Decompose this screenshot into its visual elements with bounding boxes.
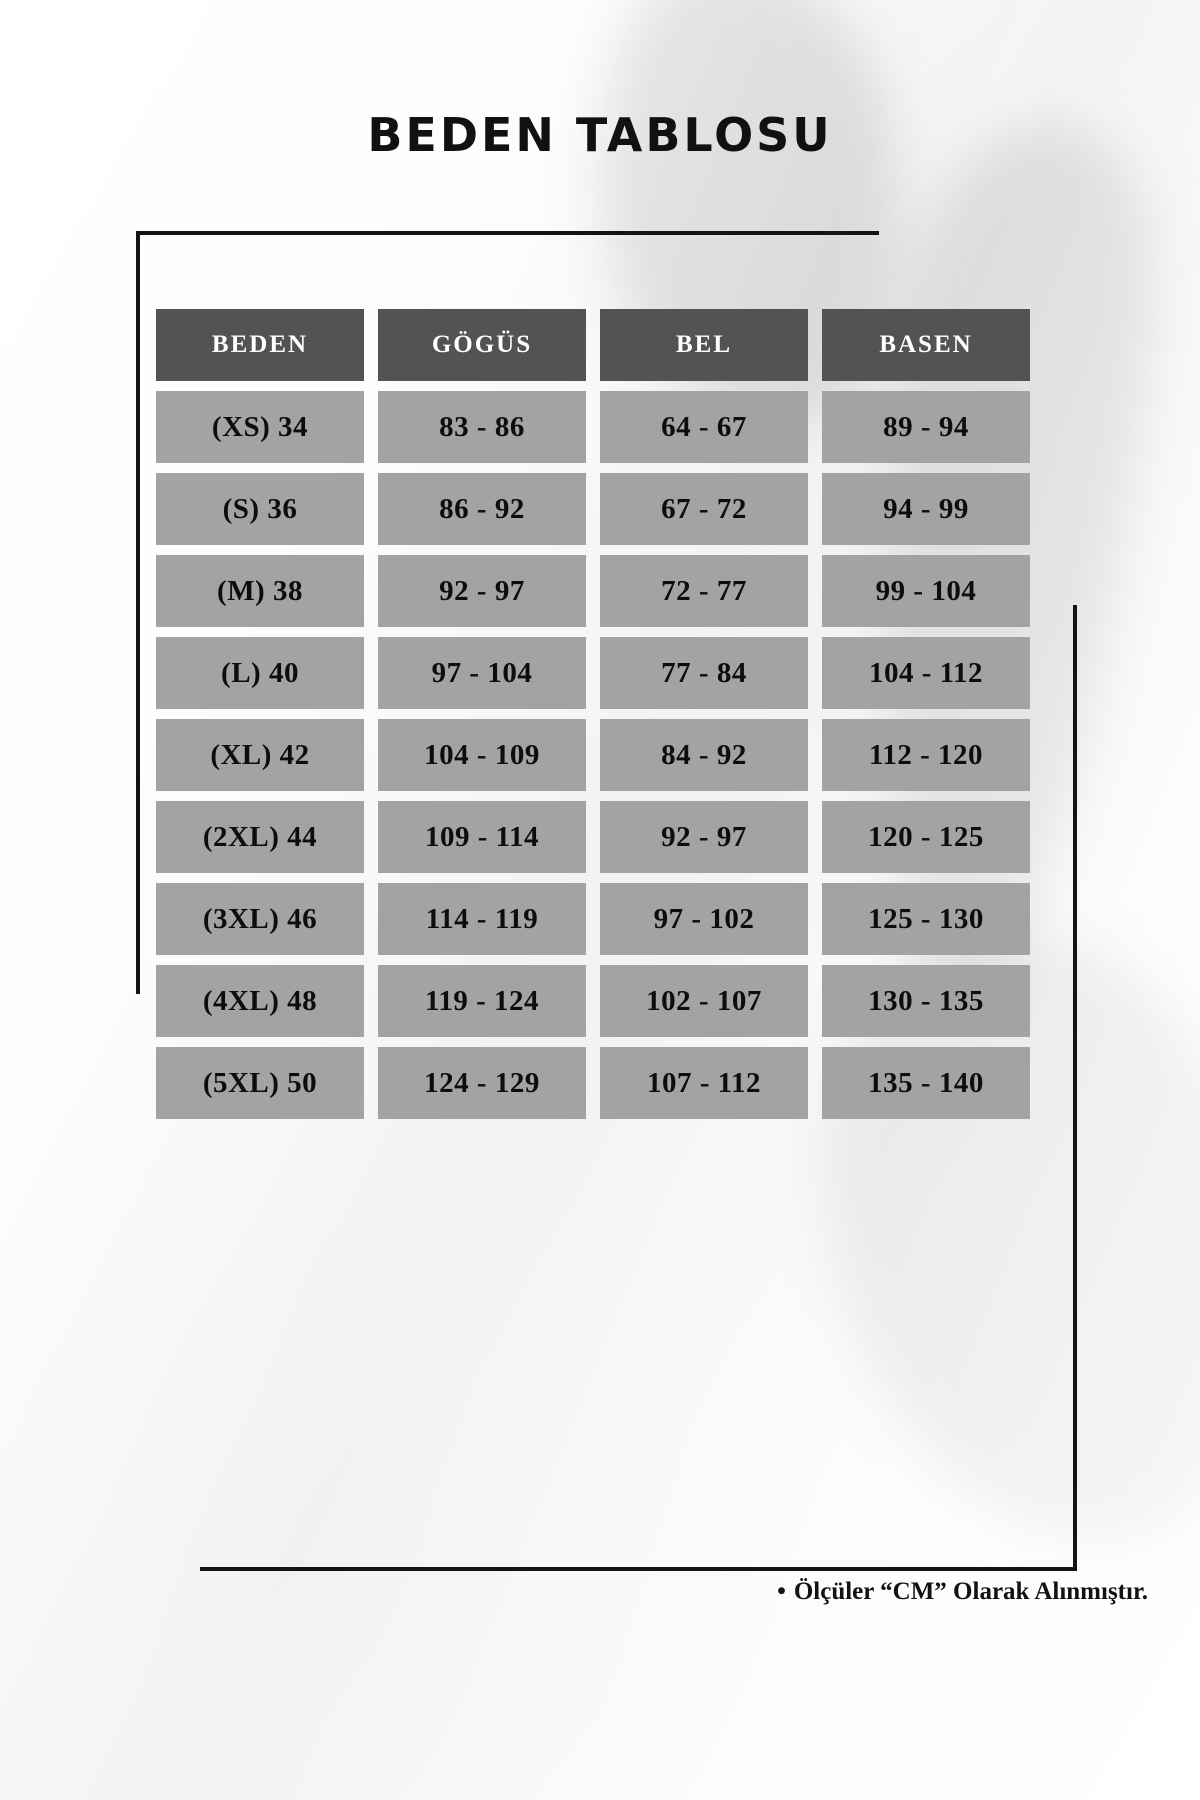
- table-row: (5XL) 50 124 - 129 107 - 112 135 - 140: [156, 1047, 1030, 1119]
- bracket-left-vertical-rule: [136, 231, 140, 994]
- table-cell-size: (XS) 34: [156, 391, 364, 463]
- table-header: BEDEN GÖGÜS BEL BASEN: [156, 309, 1030, 381]
- table-cell-measurement: 120 - 125: [822, 801, 1030, 873]
- table-cell-measurement: 94 - 99: [822, 473, 1030, 545]
- table-cell-measurement: 84 - 92: [600, 719, 808, 791]
- footer-note: • Ölçüler “CM” Olarak Alınmıştır.: [0, 1578, 1148, 1606]
- table-cell-measurement: 64 - 67: [600, 391, 808, 463]
- table-cell-size: (4XL) 48: [156, 965, 364, 1037]
- table-cell-measurement: 77 - 84: [600, 637, 808, 709]
- table-cell-measurement: 86 - 92: [378, 473, 586, 545]
- table-cell-measurement: 104 - 112: [822, 637, 1030, 709]
- table-row: (3XL) 46 114 - 119 97 - 102 125 - 130: [156, 883, 1030, 955]
- table-cell-measurement: 89 - 94: [822, 391, 1030, 463]
- table-row: (4XL) 48 119 - 124 102 - 107 130 - 135: [156, 965, 1030, 1037]
- table-cell-measurement: 97 - 104: [378, 637, 586, 709]
- table-cell-measurement: 92 - 97: [600, 801, 808, 873]
- table-row: (S) 36 86 - 92 67 - 72 94 - 99: [156, 473, 1030, 545]
- bullet-icon: •: [777, 1578, 786, 1605]
- table-cell-measurement: 67 - 72: [600, 473, 808, 545]
- bracket-bottom-horizontal-rule: [200, 1567, 1077, 1571]
- bracket-right-vertical-rule: [1073, 605, 1077, 1571]
- table-cell-measurement: 83 - 86: [378, 391, 586, 463]
- table-cell-measurement: 112 - 120: [822, 719, 1030, 791]
- table-cell-size: (2XL) 44: [156, 801, 364, 873]
- table-cell-measurement: 114 - 119: [378, 883, 586, 955]
- size-chart-table: BEDEN GÖGÜS BEL BASEN (XS) 34 83 - 86 64 - 67…: [142, 299, 1044, 1129]
- table-cell-measurement: 102 - 107: [600, 965, 808, 1037]
- footer-note-text: Ölçüler “CM” Olarak Alınmıştır.: [793, 1578, 1148, 1605]
- table-cell-measurement: 99 - 104: [822, 555, 1030, 627]
- table-cell-size: (5XL) 50: [156, 1047, 364, 1119]
- table-cell-size: (M) 38: [156, 555, 364, 627]
- table-cell-measurement: 124 - 129: [378, 1047, 586, 1119]
- table-cell-measurement: 107 - 112: [600, 1047, 808, 1119]
- table-cell-size: (L) 40: [156, 637, 364, 709]
- table-cell-measurement: 97 - 102: [600, 883, 808, 955]
- table-header-cell-beden: BEDEN: [156, 309, 364, 381]
- table-cell-measurement: 92 - 97: [378, 555, 586, 627]
- table-cell-measurement: 135 - 140: [822, 1047, 1030, 1119]
- table-row: (M) 38 92 - 97 72 - 77 99 - 104: [156, 555, 1030, 627]
- table-header-cell-basen: BASEN: [822, 309, 1030, 381]
- table-cell-measurement: 130 - 135: [822, 965, 1030, 1037]
- bracket-top-horizontal-rule: [136, 231, 879, 235]
- table-cell-measurement: 72 - 77: [600, 555, 808, 627]
- table-cell-size: (XL) 42: [156, 719, 364, 791]
- table-header-cell-gögüs: GÖGÜS: [378, 309, 586, 381]
- table-header-cell-bel: BEL: [600, 309, 808, 381]
- table-row: (L) 40 97 - 104 77 - 84 104 - 112: [156, 637, 1030, 709]
- table-row: (XS) 34 83 - 86 64 - 67 89 - 94: [156, 391, 1030, 463]
- table-row: (XL) 42 104 - 109 84 - 92 112 - 120: [156, 719, 1030, 791]
- table-cell-measurement: 109 - 114: [378, 801, 586, 873]
- table-header-row: BEDEN GÖGÜS BEL BASEN: [156, 309, 1030, 381]
- table-row: (2XL) 44 109 - 114 92 - 97 120 - 125: [156, 801, 1030, 873]
- table-cell-size: (S) 36: [156, 473, 364, 545]
- table-cell-measurement: 125 - 130: [822, 883, 1030, 955]
- table-body: (XS) 34 83 - 86 64 - 67 89 - 94 (S) 36 86 - 9…: [156, 391, 1030, 1119]
- table-cell-measurement: 119 - 124: [378, 965, 586, 1037]
- page-title: BEDEN TABLOSU: [367, 108, 833, 162]
- table-cell-measurement: 104 - 109: [378, 719, 586, 791]
- table-cell-size: (3XL) 46: [156, 883, 364, 955]
